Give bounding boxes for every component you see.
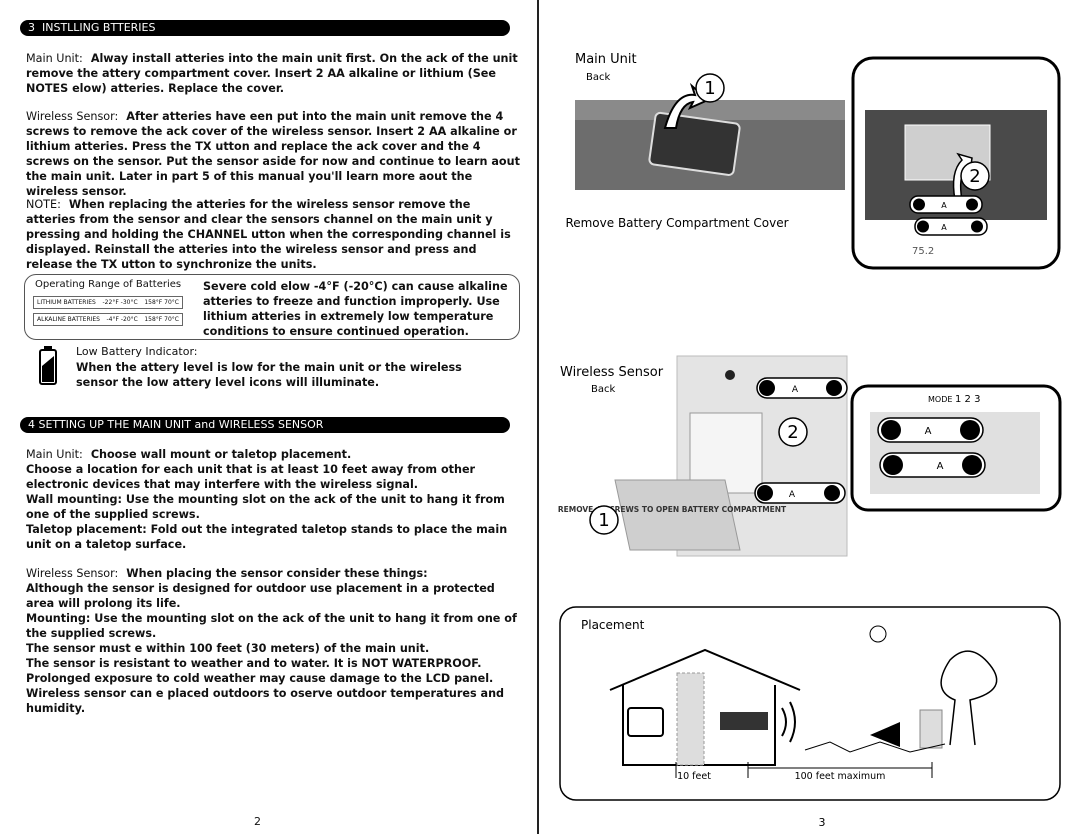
range-row: ALKALINE BATTERIES -4°F -20°C 158°F 70°C: [33, 313, 183, 326]
figure-title: Main Unit: [575, 52, 637, 67]
max: 158°F 70°C: [144, 316, 179, 323]
channel-label: 1 2 3: [955, 394, 980, 405]
battery-icon: [39, 346, 57, 385]
tv: [627, 707, 664, 737]
battery-label: A: [941, 223, 947, 232]
grass: [804, 741, 946, 753]
mode-label: MODE: [928, 395, 952, 404]
sun: [869, 625, 887, 643]
battery-cover: [648, 111, 741, 176]
figure-subtitle: Back: [591, 384, 615, 395]
battery-label: A: [789, 490, 796, 500]
text: Choose wall mount or taletop placement.: [90, 448, 352, 461]
step-badge: [695, 73, 725, 103]
section-title: SETTING UP THE MAIN UNIT and WIRELESS SE…: [38, 418, 324, 431]
indicator-text: When the attery level is low for the mai…: [76, 361, 462, 389]
bullet: Wall mounting: Use the mounting slot on …: [26, 493, 505, 521]
house-roof: [609, 648, 801, 691]
battery-label: A: [792, 385, 799, 395]
max: 158°F 70°C: [144, 299, 179, 306]
figure-caption: Remove Battery Compartment Cover: [565, 216, 788, 230]
tree: [940, 650, 998, 746]
cover-instruction: REMOVE 4 SCREWS TO OPEN BATTERY COMPARTM…: [558, 505, 787, 514]
step-number: 1: [704, 78, 715, 99]
unit-edge: [575, 100, 845, 120]
battery-label: A: [941, 201, 947, 210]
step-number: 1: [598, 510, 609, 531]
step-number: 2: [969, 166, 980, 187]
step-badge: [960, 161, 990, 191]
battery-type: ALKALINE BATTERIES: [37, 316, 100, 323]
display-reading: 75.2: [912, 246, 934, 257]
arrow: [663, 82, 710, 129]
distance-label: 10 feet: [677, 771, 711, 782]
text: When replacing the atteries for the wire…: [26, 198, 511, 271]
setup-sensor: Wireless Sensor: When placing the sensor …: [26, 566, 521, 716]
mount-slot: [725, 370, 735, 380]
text: After atteries have een put into the mai…: [26, 110, 520, 198]
label: Wireless Sensor:: [26, 567, 119, 580]
bullet: Mounting: Use the mounting slot on the a…: [26, 612, 517, 640]
min: -22°F -30°C: [102, 299, 138, 306]
text: Alway install atteries into the main uni…: [26, 52, 518, 95]
paragraph: Main Unit: Alway install atteries into th…: [26, 51, 521, 96]
bullet: Prolonged exposure to cold weather may c…: [26, 672, 494, 685]
bullet: The sensor must e within 100 feet (30 me…: [26, 642, 430, 655]
bullet: Taletop placement: Fold out the integrat…: [26, 523, 508, 551]
figure-title: Wireless Sensor: [560, 365, 664, 380]
page-number: 3: [819, 816, 826, 829]
min: -4°F -20°C: [106, 316, 138, 323]
indicator-title: Low Battery Indicator:: [76, 345, 198, 358]
bullet: Choose a location for each unit that is …: [26, 463, 476, 491]
range-row: LITHIUM BATTERIES -22°F -30°C 158°F 70°C: [33, 296, 183, 309]
setup-main: Main Unit: Choose wall mount or taletop p…: [26, 447, 521, 552]
section-number: 3: [28, 21, 35, 34]
text: When placing the sensor consider these t…: [126, 567, 428, 580]
battery-label: A: [937, 461, 944, 472]
distance-label: 100 feet maximum: [795, 771, 886, 782]
range-box: Operating Range of Batteries LITHIUM BAT…: [24, 274, 520, 340]
figure-title: Placement: [581, 618, 645, 632]
instruction-text: REMOVE 4 SCREWS TO OPEN BATTERY COMPARTM…: [558, 505, 787, 514]
battery: A: [914, 217, 988, 236]
label: Main Unit:: [26, 448, 83, 461]
page-number: 2: [254, 815, 261, 828]
paragraph: Wireless Sensor: After atteries have een …: [26, 109, 521, 199]
label: Main Unit:: [26, 52, 83, 65]
section-title: INSTLLING BTTERIES: [42, 21, 156, 34]
section-number: 4: [28, 418, 35, 431]
box-title: Operating Range of Batteries: [35, 279, 182, 290]
battery: A: [877, 417, 984, 443]
label: NOTE:: [26, 198, 61, 211]
battery: A: [909, 195, 983, 214]
step-badge: [589, 505, 619, 535]
step-number: 2: [787, 422, 798, 443]
battery: A: [756, 377, 848, 399]
battery-type: LITHIUM BATTERIES: [37, 299, 96, 306]
figure-subtitle: Back: [586, 72, 610, 83]
label: Wireless Sensor:: [26, 110, 119, 123]
bullet: Although the sensor is designed for outd…: [26, 582, 495, 610]
battery-label: A: [925, 426, 932, 437]
section-header: 3 INSTLLING BTTERIES: [20, 20, 510, 36]
step-badge: [778, 417, 808, 447]
box-text: Severe cold elow -4°F (-20°C) can cause …: [203, 280, 508, 338]
main-unit: [720, 712, 768, 730]
divider: [537, 0, 539, 834]
bullet: The sensor is resistant to weather and t…: [26, 657, 482, 670]
battery: A: [754, 482, 846, 504]
battery: A: [879, 452, 986, 478]
wall: [676, 672, 705, 766]
signal-arrow: [870, 722, 900, 747]
signal: [781, 701, 796, 743]
sensor: [919, 709, 943, 749]
note: NOTE: When replacing the atteries for the…: [26, 197, 521, 272]
bullet: Wireless sensor can e placed outdoors to…: [26, 687, 505, 715]
sensor-cover: [614, 479, 741, 551]
section-header: 4 SETTING UP THE MAIN UNIT and WIRELESS …: [20, 417, 510, 433]
